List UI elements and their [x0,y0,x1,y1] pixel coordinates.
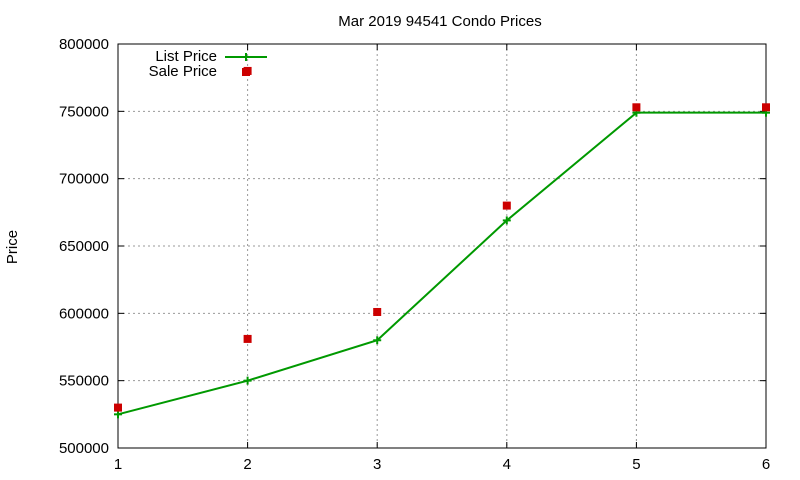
list-price-point [502,216,511,225]
y-tick-label: 600000 [59,305,109,322]
y-tick-label: 700000 [59,171,109,188]
y-axis-label: Price [4,230,21,264]
list-price-point [243,376,252,385]
sale-price-point [243,334,252,343]
grid-lines [118,44,766,448]
sale-price-point [373,307,382,316]
series-layer [114,66,770,419]
sale-price-point [762,103,770,112]
x-tick-label: 3 [373,456,381,473]
sale-price-point [632,103,641,112]
chart-title: Mar 2019 94541 Condo Prices [338,13,541,30]
legend-label-sale-price: Sale Price [149,63,217,80]
sale-price-point [114,403,122,412]
legend: List Price Sale Price [149,48,267,80]
x-tick-label: 5 [632,456,640,473]
list-price-point [373,336,382,345]
y-tick-labels: 500000 550000 600000 650000 700000 750000 8000… [59,36,109,457]
y-tick-label: 800000 [59,36,109,53]
x-tick-labels: 1 2 3 4 5 6 [114,456,770,473]
legend-label-list-price: List Price [155,48,217,65]
y-tick-label: 650000 [59,238,109,255]
sale-price-point [502,201,511,210]
list-price-point [114,410,122,419]
legend-square-sale-price [242,68,250,76]
y-tick-label: 750000 [59,103,109,120]
plot-frame [117,43,767,449]
x-tick-label: 4 [503,456,511,473]
list-price-line [117,111,766,416]
x-tick-label: 6 [762,456,770,473]
y-tick-label: 550000 [59,373,109,390]
x-tick-label: 2 [243,456,251,473]
y-tick-label: 500000 [59,440,109,457]
x-tick-label: 1 [114,456,122,473]
